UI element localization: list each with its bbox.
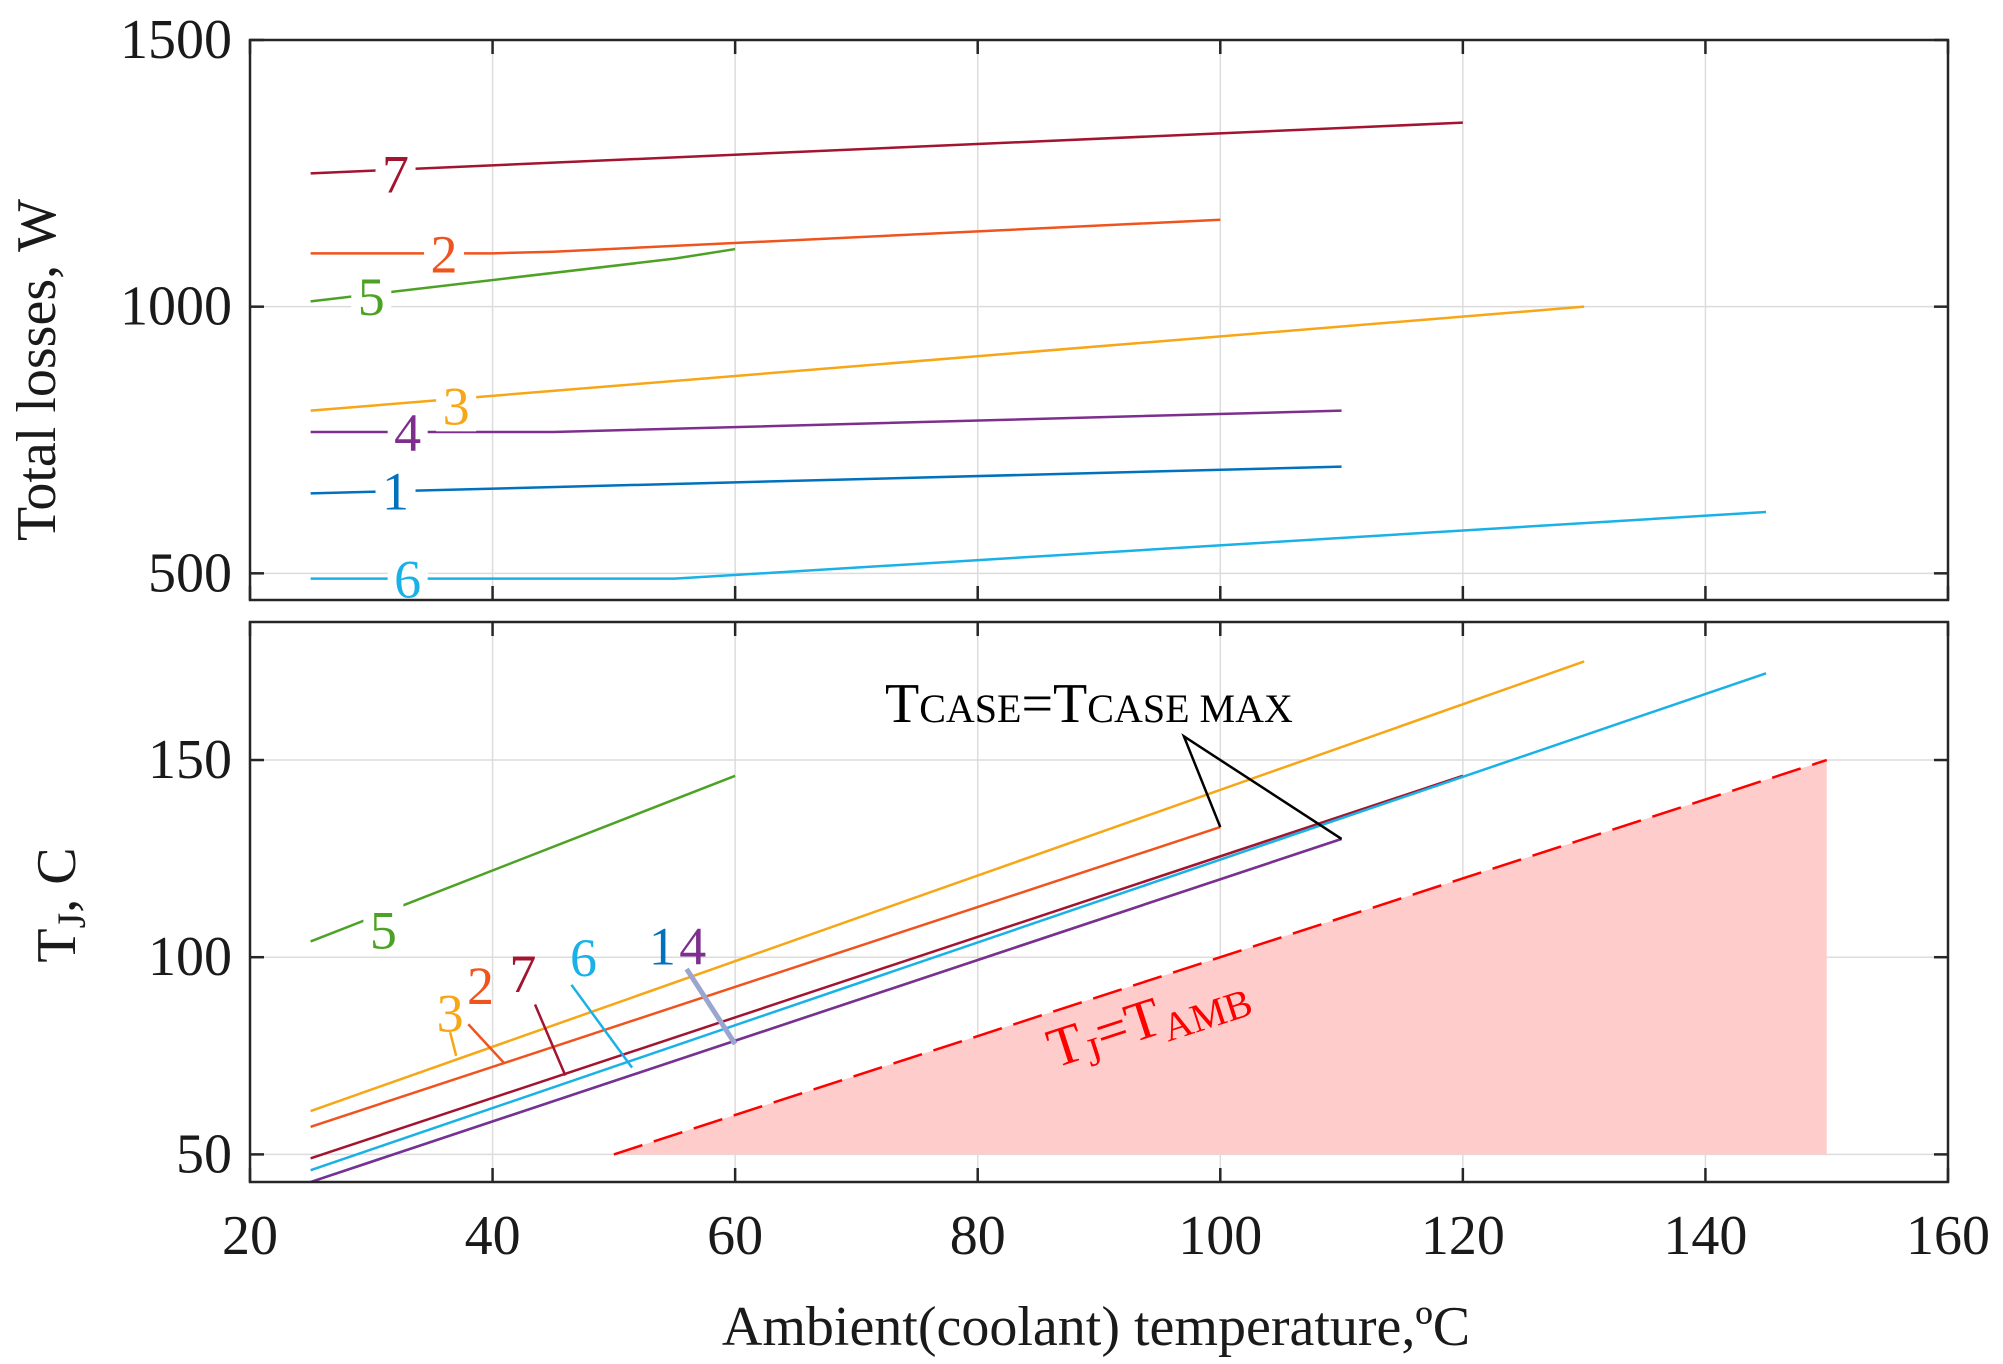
series-line-2 (310, 218, 1221, 255)
series-line-5 (310, 247, 736, 303)
series-line-6 (310, 510, 1767, 580)
bottom-axis-ticks (248, 622, 1950, 1182)
ylabel-main: T (26, 928, 88, 962)
series-line-7 (310, 121, 1463, 175)
x-tick-label: 120 (1421, 1205, 1505, 1267)
top-series (310, 121, 1767, 580)
curve-label-3: 3 (443, 376, 470, 436)
curve-label-bg (387, 552, 428, 605)
y-tick-label: 1500 (120, 9, 232, 71)
bottom-panel: 53 2 7 6 1 4 TCASE=TCASE MAX TJ=TAMB 50100150… (26, 620, 1990, 1358)
label-leader-line (467, 1023, 506, 1065)
curve-label-2: 2 (431, 224, 458, 284)
curve-label-2: 2 (467, 956, 494, 1016)
x-tick-label: 80 (950, 1205, 1006, 1267)
curve-label-bg (375, 464, 416, 517)
label-leader-line (684, 967, 738, 1046)
x-tick-label: 20 (222, 1205, 278, 1267)
top-axis-ticks (248, 38, 1950, 600)
curve-label-5: 5 (370, 901, 397, 961)
label-leader-line (533, 1004, 567, 1077)
curve-label-6: 6 (570, 928, 597, 988)
bottom-label-leaders (448, 967, 738, 1077)
tcase-sub-2: CASE MAX (1087, 686, 1293, 731)
tcase-eq: =T (1021, 673, 1087, 735)
label-leader-line (570, 984, 634, 1069)
x-tick-label: 100 (1178, 1205, 1262, 1267)
curve-label-7: 7 (382, 144, 409, 204)
x-axis-label: Ambient(coolant) temperature,ºC (722, 1296, 1470, 1358)
curve-label-4: 4 (679, 916, 706, 976)
top-y-tick-labels: 500 1000 1500 (120, 9, 232, 604)
bottom-plot-frame (248, 620, 1950, 1184)
y-tick-label: 1000 (120, 276, 232, 338)
curve-label-7: 7 (509, 944, 536, 1004)
curve-label-bg (351, 270, 392, 322)
series-line-7 (310, 774, 1464, 1160)
x-tick-label: 140 (1663, 1205, 1747, 1267)
series-line-4 (310, 837, 1342, 1184)
curve-label-4: 4 (394, 403, 421, 463)
curve-label-bg (375, 147, 416, 200)
curve-label-bg (424, 227, 465, 280)
x-tick-label: 160 (1906, 1205, 1990, 1267)
tcase-sub-1: CASE (919, 686, 1021, 731)
ylabel-sub: J (49, 913, 94, 929)
x-tick-label: 60 (707, 1205, 763, 1267)
y-tick-label: 50 (176, 1123, 232, 1185)
bottom-series (310, 660, 1767, 1184)
top-plot-frame (248, 38, 1950, 602)
series-line-2 (310, 825, 1221, 1128)
bottom-y-tick-labels: 50 100 150 (148, 729, 232, 1185)
y-tick-label: 150 (148, 729, 232, 791)
bottom-curve-labels: 53 2 7 6 1 4 (363, 901, 706, 1043)
ylabel-rest: , C (26, 847, 88, 912)
bottom-y-axis-label: TJ, C (26, 847, 94, 962)
series-line-6 (310, 672, 1767, 1172)
top-y-axis-label: Total losses, W (6, 199, 68, 541)
curve-label-1: 1 (382, 462, 409, 522)
curve-label-bg (436, 379, 477, 432)
tcase-annotation: TCASE=TCASE MAX (885, 673, 1293, 735)
x-tick-label: 40 (465, 1205, 521, 1267)
tj-equals-tamb-line (613, 758, 1828, 1156)
curve-label-1: 1 (649, 916, 676, 976)
x-tick-labels: 20 40 60 80 100 120 140 160 (222, 1205, 1990, 1267)
y-tick-label: 500 (148, 542, 232, 604)
series-line-3 (310, 305, 1585, 412)
curve-label-bg (363, 903, 404, 956)
curve-label-bg (387, 406, 428, 458)
series-line-5 (310, 774, 736, 943)
label-leader-line (448, 1031, 458, 1057)
curve-label-5: 5 (358, 267, 385, 327)
tcase-annotation-arrow (1181, 733, 1343, 840)
series-line-1 (310, 465, 1342, 495)
y-tick-label: 100 (148, 926, 232, 988)
tcase-main-1: T (885, 673, 919, 735)
series-line-3 (310, 660, 1585, 1113)
curve-label-3: 3 (437, 983, 464, 1043)
